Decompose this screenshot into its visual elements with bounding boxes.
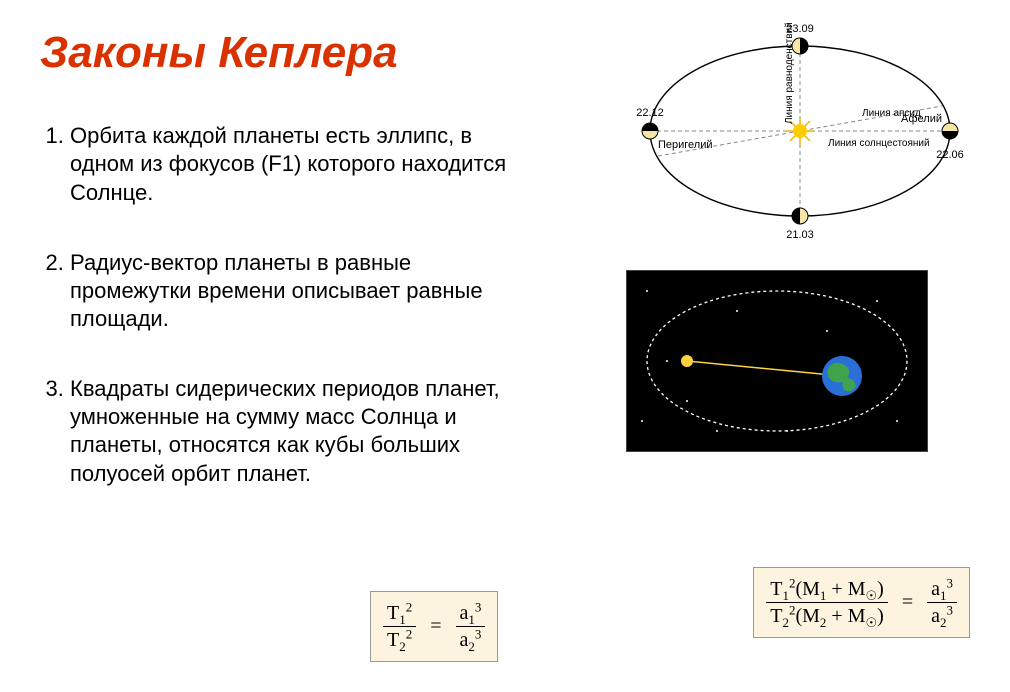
laws-list: Орбита каждой планеты есть эллипс, в одн… bbox=[40, 122, 530, 488]
perihelion-label: Перигелий bbox=[658, 139, 713, 151]
orbit-left-date: 22.12 bbox=[636, 107, 664, 119]
law-item: Квадраты сидерических периодов планет, у… bbox=[70, 375, 530, 488]
formula-ratio-mass: T12(M1 + M☉) T22(M2 + M☉) = a13 a23 bbox=[753, 567, 970, 638]
equinox-line-label: Линия равноденствий bbox=[784, 22, 795, 124]
formula-ratio-simple: T12 T22 = a13 a23 bbox=[370, 591, 498, 662]
space-illustration bbox=[626, 270, 928, 452]
solstice-line-label: Линия солнцестояний bbox=[828, 138, 930, 149]
law-item: Радиус-вектор планеты в равные промежутк… bbox=[70, 249, 530, 333]
orbit-bottom-date: 21.03 bbox=[786, 229, 814, 241]
orbit-right-date: 22.06 bbox=[936, 149, 964, 161]
apsid-line-label: Линия апсид bbox=[862, 108, 921, 119]
laws-column: Орбита каждой планеты есть эллипс, в одн… bbox=[40, 76, 530, 530]
orbit-diagram: 23.09 21.03 22.12 22.06 Перигелий Афелий… bbox=[630, 16, 970, 246]
law-item: Орбита каждой планеты есть эллипс, в одн… bbox=[70, 122, 530, 206]
